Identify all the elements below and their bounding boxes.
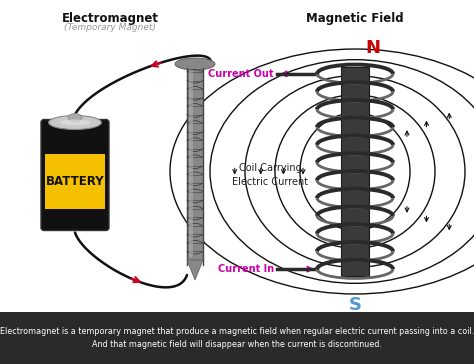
Text: Coil Carrying
Electric Current: Coil Carrying Electric Current bbox=[232, 163, 308, 187]
FancyBboxPatch shape bbox=[41, 119, 109, 230]
Bar bbox=[0, 312, 474, 364]
Text: Magnetic Field: Magnetic Field bbox=[306, 12, 404, 25]
Text: Current In: Current In bbox=[218, 264, 274, 274]
Ellipse shape bbox=[49, 115, 101, 130]
Bar bbox=[45, 154, 105, 209]
Bar bbox=[341, 67, 369, 276]
Bar bbox=[187, 68, 203, 260]
Ellipse shape bbox=[60, 119, 91, 126]
Bar bbox=[189, 70, 193, 257]
Text: Electromagnet is a temporary magnet that produce a magnetic field when regular e: Electromagnet is a temporary magnet that… bbox=[0, 327, 474, 349]
Text: (Temporary Magnet): (Temporary Magnet) bbox=[64, 23, 156, 32]
Text: Current Out: Current Out bbox=[209, 69, 274, 79]
Text: BATTERY: BATTERY bbox=[46, 175, 104, 188]
Polygon shape bbox=[187, 260, 203, 280]
Ellipse shape bbox=[68, 114, 82, 122]
Ellipse shape bbox=[175, 58, 215, 70]
Text: N: N bbox=[365, 39, 381, 57]
Text: S: S bbox=[348, 296, 362, 314]
Text: Electromagnet: Electromagnet bbox=[62, 12, 158, 25]
